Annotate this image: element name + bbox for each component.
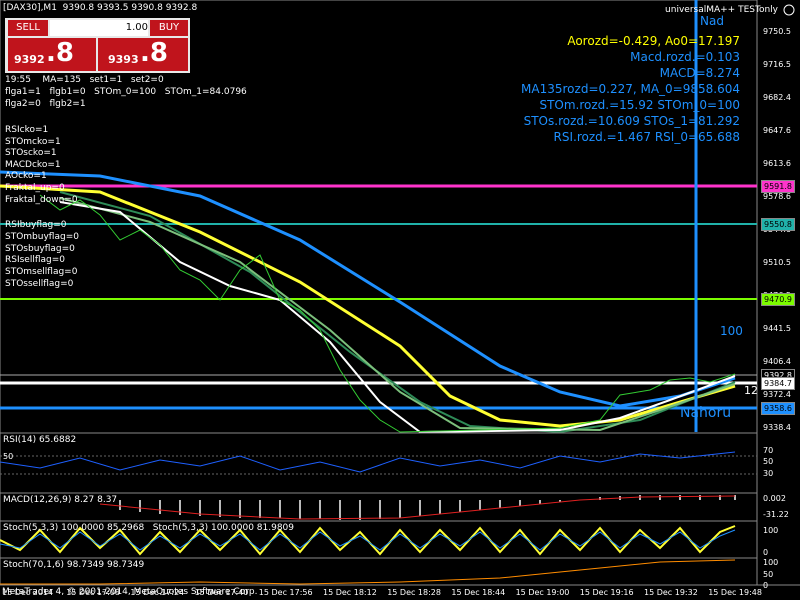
info-line: Aorozd=-0.429, Ao0=17.197 <box>567 34 740 48</box>
flag-line: STOmcko=1 <box>5 136 61 147</box>
time-label: 15 Dec 18:44 <box>451 588 506 597</box>
lot-input[interactable]: 1.00 <box>50 20 148 36</box>
price-label: 9372.4 <box>763 390 791 399</box>
stoch-line <box>0 529 736 551</box>
price-label: 9647.6 <box>763 126 791 135</box>
flag-line: STOmbuyflag=0 <box>5 231 79 242</box>
indicator-name: universalMA++ TESTonly <box>665 5 778 15</box>
symbol-header: [DAX30],M1 9390.8 9393.5 9390.8 9392.8 <box>3 3 198 13</box>
flag-line: AOcko=1 <box>5 171 47 182</box>
subwindow-level: 50 <box>3 452 14 461</box>
time-label: 15 Dec 2014 <box>2 588 54 597</box>
flag-line: STOmsellflag=0 <box>5 267 78 278</box>
frame <box>0 0 758 586</box>
price-label: 9338.4 <box>763 423 791 432</box>
ask-pips: .8 <box>140 38 168 68</box>
price-marker: 9591.8 <box>761 180 795 193</box>
subwindow-title: RSI(14) 65.6882 <box>3 435 77 445</box>
time-label: 15 Dec 18:12 <box>323 588 377 597</box>
subwindow-title: Stoch(5,3,3) 100.0000 85.2968 Stoch(5,3,… <box>3 523 294 533</box>
bid-box[interactable] <box>8 38 96 71</box>
flag-line: Fraktal_up=0 <box>5 183 65 193</box>
status-line: flga1=1 flgb1=0 STOm_0=100 STOm_1=84.079… <box>5 87 247 97</box>
stoch-long-line <box>0 559 736 585</box>
price-label: 9613.6 <box>763 159 791 168</box>
price-label: 9441.5 <box>763 324 791 333</box>
subwindow-scale: 50 <box>763 457 774 466</box>
ma-line <box>0 184 736 428</box>
time-label: 15 Dec 17:08 <box>66 588 120 597</box>
bid-pips: .8 <box>46 38 74 68</box>
price-label: 9682.4 <box>763 93 791 102</box>
ask-box[interactable] <box>98 38 188 71</box>
ma-line <box>59 201 736 434</box>
info-line: MA135rozd=0.227, MA_0=9858.604 <box>521 82 740 96</box>
flag-line: RSIbuyflag=0 <box>5 220 67 230</box>
status-line: flga2=0 flgb2=1 <box>5 99 86 109</box>
info-line: MACD=8.274 <box>659 66 740 80</box>
price-marker: 9550.8 <box>761 218 795 231</box>
info-line: STOm.rozd.=15.92 STOm_0=100 <box>539 98 740 112</box>
info-line: Macd.rozd.=0.103 <box>630 50 740 64</box>
flag-line: STOssellflag=0 <box>5 279 74 289</box>
footer: MetaTrader 4, © 2001-2014, MetaQuotes So… <box>2 587 258 597</box>
price-label: 9750.5 <box>763 27 791 36</box>
time-label: 15 Dec 19:16 <box>579 588 634 597</box>
sell-button[interactable]: SELL <box>8 20 48 36</box>
subwindow-title: MACD(12,26,9) 8.27 8.37 <box>3 495 118 505</box>
time-label: 15 Dec 19:48 <box>708 588 762 597</box>
price-label: 9716.5 <box>763 60 791 69</box>
time-label: 15 Dec 17:40 <box>194 588 249 597</box>
time-label: 15 Dec 17:24 <box>130 588 185 597</box>
buy-button[interactable]: BUY <box>150 20 188 36</box>
subwindow-scale: 70 <box>763 446 774 455</box>
time-label: 15 Dec 19:32 <box>644 588 698 597</box>
price-line <box>39 194 736 433</box>
subwindow-scale: 30 <box>763 469 774 478</box>
nad-label: Nad <box>700 14 724 28</box>
time-label: 15 Dec 18:28 <box>387 588 441 597</box>
ma-line <box>59 197 736 432</box>
status-line: 19:55 MA=135 set1=1 set2=0 <box>5 75 164 85</box>
flag-line: RSIcko=1 <box>5 125 49 135</box>
subwindow-title: Stoch(70,1,6) 98.7349 98.7349 <box>3 560 145 570</box>
direction-annotation: Nahoru <box>680 405 732 421</box>
rsi-line <box>0 451 736 473</box>
flag-line: STOscko=1 <box>5 148 57 159</box>
smiley-icon <box>783 4 795 16</box>
ask-price: 9393 <box>108 53 139 66</box>
price-marker: 9384.7 <box>761 377 795 390</box>
time-label: 15 Dec 17:56 <box>258 588 313 597</box>
subwindow-scale: 0.002 <box>763 494 786 503</box>
ma-line <box>0 170 736 408</box>
subwindow-scale: 0 <box>763 548 769 557</box>
time-label: 15 Dec 19:00 <box>515 588 570 597</box>
flag-line: Fraktal_down=0 <box>5 194 78 205</box>
flag-line: MACDcko=1 <box>5 159 61 170</box>
count-annotation: 12 <box>744 384 758 397</box>
info-line: RSI.rozd.=1.467 RSI_0=65.688 <box>553 130 740 144</box>
subwindow-scale: 100 <box>763 558 779 567</box>
level-annotation: 100 <box>720 324 743 338</box>
macd-signal <box>99 495 736 520</box>
price-label: 9510.5 <box>763 258 791 267</box>
price-marker: 9470.9 <box>761 293 795 306</box>
subwindow-scale: 100 <box>763 526 779 535</box>
price-label: 9406.4 <box>763 357 791 366</box>
subwindow-scale: 50 <box>763 570 774 579</box>
flag-line: RSIsellflag=0 <box>5 255 66 266</box>
bid-price: 9392 <box>14 53 45 66</box>
info-line: STOs.rozd.=10.609 STOs_1=81.292 <box>523 114 740 128</box>
subwindow-scale: -31.22 <box>763 510 789 519</box>
subwindow-scale: 0 <box>763 581 769 590</box>
price-marker: 9358.6 <box>761 402 795 415</box>
price-label: 9578.6 <box>763 192 791 201</box>
flag-line: STOsbuyflag=0 <box>5 243 75 254</box>
